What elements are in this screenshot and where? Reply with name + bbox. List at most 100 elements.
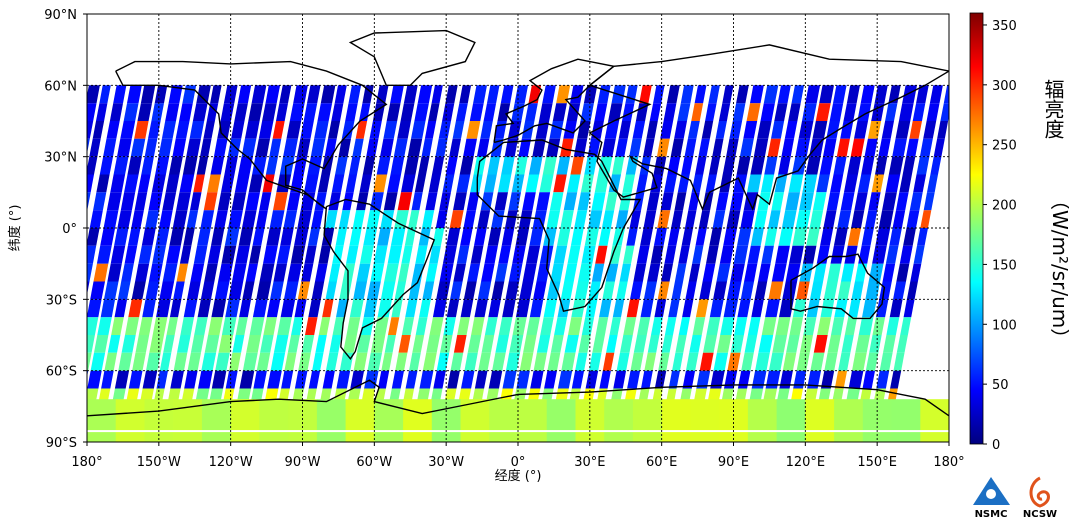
swath-segment (497, 103, 511, 121)
swath-segment (138, 317, 153, 335)
coast-asia (588, 44, 949, 211)
swath-segment (279, 85, 292, 104)
swath-segment (123, 103, 139, 121)
swath-segment (571, 370, 585, 389)
swath-segment (799, 335, 813, 353)
swath-segment (747, 245, 761, 264)
swath-segment (370, 263, 385, 282)
swath-segment (536, 192, 551, 211)
swath-segment (277, 317, 292, 335)
swath-segment (923, 192, 935, 211)
swath-segment (207, 174, 221, 193)
swath-segment (751, 299, 764, 318)
coast-north-america (115, 60, 388, 210)
swath-segment (483, 103, 497, 121)
swath-segment (474, 370, 488, 389)
swath-segment (923, 121, 937, 139)
swath-segment (913, 174, 927, 193)
swath-segment (208, 317, 223, 335)
swath-segment (409, 352, 421, 371)
swath-segment (618, 121, 631, 139)
swath-segment (919, 138, 933, 157)
swath-segment (87, 317, 99, 335)
swath-segment (87, 156, 98, 175)
swath-segment (179, 174, 195, 193)
swath-segment (357, 335, 371, 353)
swath-segment (604, 121, 620, 139)
swath-segment (920, 210, 932, 228)
swath-segment (328, 121, 341, 139)
swath-segment (502, 299, 516, 318)
swath-segment (500, 85, 514, 104)
swath-segment (803, 317, 817, 335)
swath-segment (824, 352, 838, 371)
swath-segment (792, 228, 808, 246)
swath-segment (736, 85, 749, 104)
swath-segment (177, 335, 191, 353)
swath-segment (913, 245, 925, 264)
swath-segment (118, 352, 133, 371)
swath-segment (940, 103, 949, 121)
x-tick-label: 180° (933, 455, 964, 470)
swath-segment (8, 424, 19, 442)
swath-segment (87, 281, 90, 295)
swath-segment (453, 192, 467, 211)
swath-segment (453, 335, 467, 353)
swath-segment (439, 263, 454, 282)
swath-segment (260, 335, 274, 353)
swath-segment (369, 121, 382, 139)
swath-segment (550, 335, 564, 353)
swath-segment (625, 85, 638, 104)
swath-segment (190, 335, 205, 353)
swath-segment (523, 335, 537, 353)
swath-segment (266, 228, 282, 246)
swath-segment (529, 228, 544, 246)
swath-segment (774, 103, 788, 121)
antarctic-cell (690, 399, 720, 442)
swath-segment (221, 245, 237, 264)
swath-segment (146, 352, 161, 371)
swath-segment (798, 121, 814, 139)
swath-segment (315, 263, 328, 282)
swath-segment (280, 228, 294, 246)
swath-segment (606, 335, 618, 353)
swath-segment (886, 317, 900, 335)
swath-segment (674, 263, 687, 282)
swath-segment (22, 424, 36, 442)
swath-segment (224, 228, 240, 246)
swath-segment (549, 192, 564, 211)
swath-segment (885, 103, 898, 121)
swath-segment (578, 335, 591, 353)
swath-segment (902, 85, 917, 104)
swath-segment (400, 103, 415, 121)
swath-segment (930, 156, 942, 175)
ncsw-logo-text: NCSW (1023, 509, 1057, 520)
swath-segment (232, 263, 247, 282)
swath-segment (200, 210, 215, 228)
swath-segment (245, 192, 260, 211)
swath-segment (179, 245, 192, 264)
swath-segment (827, 263, 842, 282)
swath-segment (668, 370, 680, 389)
swath-segment (861, 156, 875, 175)
swath-segment (580, 174, 594, 193)
swath-segment (142, 370, 158, 389)
swath-segment (533, 281, 547, 300)
swath-segment (675, 335, 687, 353)
swath-segment (296, 138, 311, 157)
swath-segment (525, 174, 540, 193)
swath-segment (584, 156, 598, 175)
swath-segment (701, 121, 714, 139)
swath-segment (232, 335, 245, 353)
swath-segment (512, 317, 527, 335)
swath-segment (248, 103, 263, 121)
swath-segment (788, 174, 804, 193)
swath-segment (239, 370, 255, 389)
swath-segment (737, 228, 752, 246)
swath-segment (639, 156, 652, 175)
swath-segment (67, 406, 82, 424)
swath-segment (386, 103, 401, 121)
swath-segment (629, 210, 642, 228)
swath-segment (422, 281, 435, 300)
swath-segment (536, 335, 551, 353)
